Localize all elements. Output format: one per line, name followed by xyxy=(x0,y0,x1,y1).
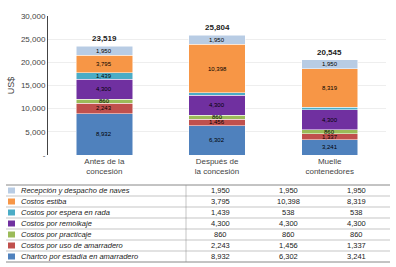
svg-text:4,300: 4,300 xyxy=(347,219,366,228)
svg-text:Chartco por estadía en amarrad: Chartco por estadía en amarradero xyxy=(21,252,138,261)
svg-text:Antes de laconcesión: Antes de laconcesión xyxy=(84,157,125,176)
svg-text:860: 860 xyxy=(212,114,223,120)
svg-text:860: 860 xyxy=(214,230,227,239)
svg-text:Después dela concesión: Después dela concesión xyxy=(195,157,239,176)
svg-text:2,243: 2,243 xyxy=(96,105,112,111)
svg-text:Costos estiba: Costos estiba xyxy=(21,197,66,206)
svg-text:10,000: 10,000 xyxy=(21,104,46,113)
svg-text:8,932: 8,932 xyxy=(211,252,230,261)
svg-text:2,243: 2,243 xyxy=(211,241,230,250)
svg-text:1,950: 1,950 xyxy=(211,186,230,195)
svg-text:23,519: 23,519 xyxy=(92,34,117,43)
svg-text:860: 860 xyxy=(282,230,295,239)
svg-text:US$: US$ xyxy=(6,77,16,95)
svg-text:4,300: 4,300 xyxy=(96,86,112,92)
svg-text:4,300: 4,300 xyxy=(279,219,298,228)
svg-text:8,319: 8,319 xyxy=(347,197,366,206)
svg-text:3,795: 3,795 xyxy=(96,61,112,67)
svg-text:Recepción y despacho de naves: Recepción y despacho de naves xyxy=(21,186,130,195)
svg-text:8,319: 8,319 xyxy=(322,85,338,91)
svg-text:30,000: 30,000 xyxy=(21,12,46,21)
svg-text:1,456: 1,456 xyxy=(279,241,298,250)
svg-text:538: 538 xyxy=(282,208,295,217)
svg-text:1,950: 1,950 xyxy=(322,61,338,67)
svg-text:538: 538 xyxy=(350,208,363,217)
svg-text:3,795: 3,795 xyxy=(211,197,230,206)
svg-text:1,950: 1,950 xyxy=(279,186,298,195)
svg-text:Costos por practicaje: Costos por practicaje xyxy=(21,230,91,239)
svg-text:1,337: 1,337 xyxy=(322,134,338,140)
svg-text:3,241: 3,241 xyxy=(347,252,366,261)
svg-text:1,439: 1,439 xyxy=(96,73,112,79)
svg-text:3,241: 3,241 xyxy=(322,144,338,150)
svg-text:8,932: 8,932 xyxy=(96,131,112,137)
svg-text:1,456: 1,456 xyxy=(209,119,225,125)
svg-text:10,398: 10,398 xyxy=(208,66,227,72)
svg-text:25,804: 25,804 xyxy=(205,23,230,32)
svg-text:Muellecontenedores: Muellecontenedores xyxy=(305,157,353,176)
svg-text:25,000: 25,000 xyxy=(21,35,46,44)
svg-text:-: - xyxy=(43,151,46,160)
svg-text:860: 860 xyxy=(99,98,110,104)
svg-text:1,950: 1,950 xyxy=(209,37,225,43)
svg-text:10,398: 10,398 xyxy=(277,197,300,206)
svg-text:6,302: 6,302 xyxy=(279,252,298,261)
svg-text:Costos por remolkaje: Costos por remolkaje xyxy=(21,219,92,228)
svg-text:1,950: 1,950 xyxy=(347,186,366,195)
svg-text:4,300: 4,300 xyxy=(322,117,338,123)
svg-text:4,300: 4,300 xyxy=(211,219,230,228)
svg-text:6,302: 6,302 xyxy=(209,137,225,143)
svg-text:860: 860 xyxy=(350,230,363,239)
svg-text:15,000: 15,000 xyxy=(21,81,46,90)
svg-text:860: 860 xyxy=(324,129,335,135)
svg-text:20,545: 20,545 xyxy=(317,48,342,57)
svg-text:4,300: 4,300 xyxy=(209,102,225,108)
svg-text:20,000: 20,000 xyxy=(21,58,46,67)
svg-text:1,439: 1,439 xyxy=(211,208,230,217)
svg-text:Costos por espera en rada: Costos por espera en rada xyxy=(21,208,110,217)
svg-text:1,337: 1,337 xyxy=(347,241,366,250)
svg-text:Costos por uso de amarradero: Costos por uso de amarradero xyxy=(21,241,123,250)
svg-text:5,000: 5,000 xyxy=(25,128,46,137)
svg-text:1,950: 1,950 xyxy=(96,48,112,54)
